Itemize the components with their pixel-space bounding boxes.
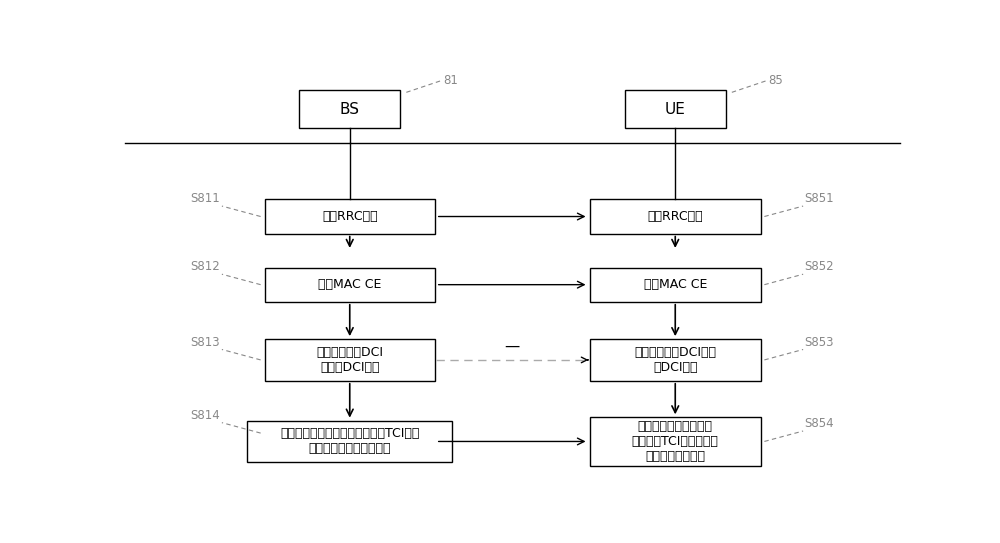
Text: S813: S813 xyxy=(191,336,220,349)
FancyBboxPatch shape xyxy=(247,420,452,463)
Text: BS: BS xyxy=(340,102,360,117)
Text: S812: S812 xyxy=(191,261,220,273)
FancyBboxPatch shape xyxy=(625,90,726,128)
Text: S852: S852 xyxy=(805,261,834,273)
Text: S851: S851 xyxy=(805,192,834,205)
Text: 81: 81 xyxy=(443,74,458,87)
FancyBboxPatch shape xyxy=(264,199,435,233)
Text: UE: UE xyxy=(665,102,686,117)
Text: S814: S814 xyxy=(191,409,220,422)
Text: 接收RRC配置: 接收RRC配置 xyxy=(647,210,703,223)
Text: —: — xyxy=(504,339,520,353)
FancyBboxPatch shape xyxy=(590,268,761,302)
Text: S853: S853 xyxy=(805,336,834,349)
FancyBboxPatch shape xyxy=(590,199,761,233)
FancyBboxPatch shape xyxy=(590,418,761,465)
FancyBboxPatch shape xyxy=(590,339,761,381)
FancyBboxPatch shape xyxy=(299,90,400,128)
Text: 发送MAC CE: 发送MAC CE xyxy=(318,278,381,291)
Text: 发送具有所指示的至少一个第一TCI状态
的至少一个下行链路发送: 发送具有所指示的至少一个第一TCI状态 的至少一个下行链路发送 xyxy=(280,427,419,456)
FancyBboxPatch shape xyxy=(264,268,435,302)
Text: S854: S854 xyxy=(805,417,834,430)
Text: 发送RRC配置: 发送RRC配置 xyxy=(322,210,378,223)
Text: 接收具有所指示的至少
一个第一TCI状态的至少
一个下行链路接收: 接收具有所指示的至少 一个第一TCI状态的至少 一个下行链路接收 xyxy=(632,420,719,463)
Text: 85: 85 xyxy=(768,74,783,87)
Text: 接收MAC CE: 接收MAC CE xyxy=(644,278,707,291)
Text: S811: S811 xyxy=(191,192,220,205)
Text: 发送包括多个DCI
字段的DCI消息: 发送包括多个DCI 字段的DCI消息 xyxy=(316,346,383,374)
Text: 接收包括多个DCI字段
的DCI消息: 接收包括多个DCI字段 的DCI消息 xyxy=(634,346,716,374)
FancyBboxPatch shape xyxy=(264,339,435,381)
